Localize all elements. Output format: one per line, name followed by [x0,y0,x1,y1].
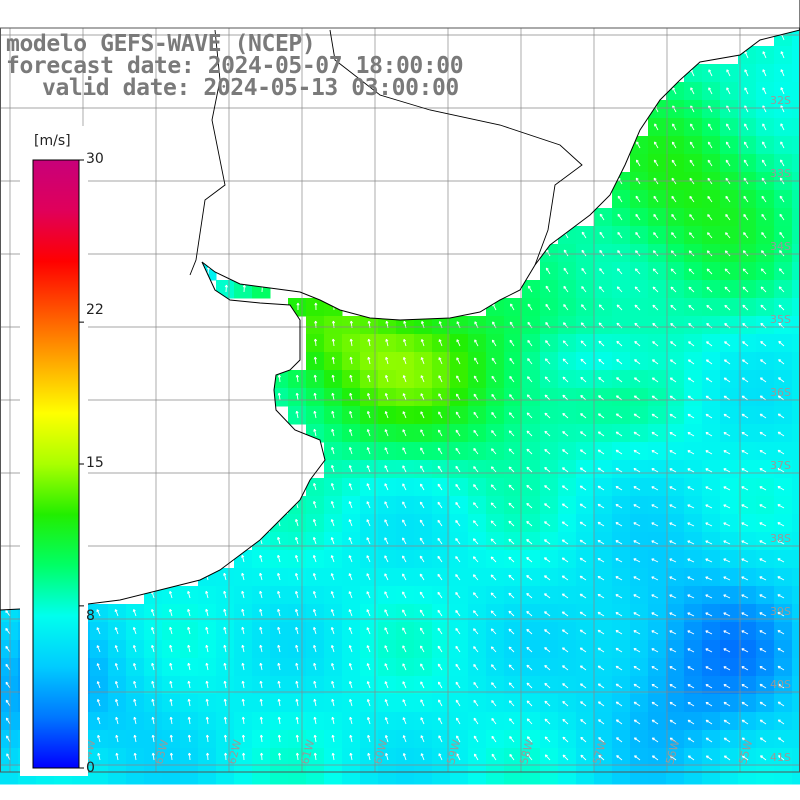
colorbar-tick-15: 15 [86,455,104,471]
lon-label: 62W [225,738,244,766]
lat-label: 34S [770,240,791,253]
lon-label: 57W [590,738,609,766]
lat-label: 38S [770,532,791,545]
coastline [0,0,800,611]
lon-label: 56W [663,738,682,766]
forecast-date: forecast date: 2024-05-07 18:00:00 [6,53,464,79]
lat-label: 40S [770,678,791,691]
colorbar-tick-30: 30 [86,151,104,167]
colorbar [20,126,88,776]
lat-label: 32S [770,94,791,107]
lat-label: 35S [770,313,791,326]
lat-label: 33S [770,167,791,180]
model-title: modelo GEFS-WAVE (NCEP) [6,31,316,57]
lon-label: 61W [298,738,317,766]
colorbar-unit: [m/s] [34,133,71,149]
lat-label: 37S [770,459,791,472]
land-mask [0,0,800,610]
valid-date: valid date: 2024-05-13 03:00:00 [42,75,459,101]
colorbar-tick-0: 0 [86,760,95,776]
lat-label: 41S [770,751,791,764]
lon-label: 60W [371,738,390,766]
lon-label: 58W [517,738,536,766]
colorbar-tick-22: 22 [86,302,104,318]
lat-label: 39S [770,605,791,618]
lon-label: 59W [444,738,463,766]
lon-label: 63W [152,738,171,766]
colorbar-tick-8: 8 [86,608,95,624]
lat-label: 36S [770,386,791,399]
lon-label: 55W [736,738,755,766]
